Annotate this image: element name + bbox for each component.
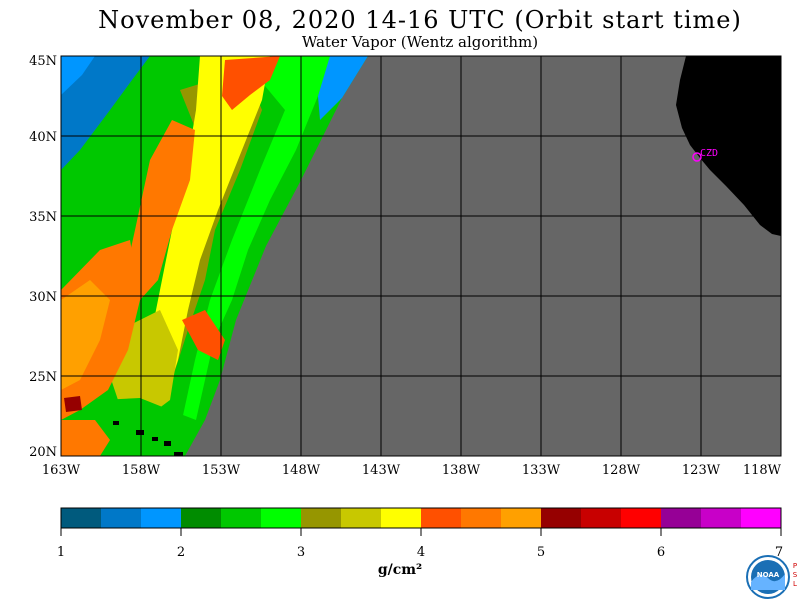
- colorbar-swatch: [61, 508, 102, 528]
- noaa-logo-text: NOAA: [757, 571, 780, 579]
- region-green-south: [100, 398, 196, 456]
- noaa-logo: NOAA: [746, 555, 790, 599]
- plume-orange-mid: [124, 120, 195, 300]
- lat-label: 40N: [29, 130, 57, 145]
- colorbar-tick: 2: [177, 545, 185, 560]
- colorbar-swatch: [581, 508, 622, 528]
- lat-labels: 45N 40N 35N 30N 25N 20N: [29, 54, 57, 460]
- plume-amber: [61, 280, 110, 390]
- lon-label: 128W: [602, 463, 641, 478]
- plot-frame: [60, 55, 782, 457]
- lon-label: 148W: [282, 463, 321, 478]
- colorbar-swatch: [701, 508, 742, 528]
- colorbar: [61, 508, 782, 528]
- north-america-land: [676, 56, 781, 236]
- region-blue: [61, 56, 150, 170]
- map-plot-area: [61, 56, 781, 456]
- region-blue-light: [61, 56, 95, 95]
- colorbar-swatch: [661, 508, 702, 528]
- lon-label: 158W: [122, 463, 161, 478]
- colorbar-tick: 4: [417, 545, 425, 560]
- colorbar-tick: 7: [775, 545, 783, 560]
- lat-label: 30N: [29, 290, 57, 305]
- chart-subtitle: Water Vapor (Wentz algorithm): [301, 33, 539, 51]
- station-marker: CZD: [692, 148, 718, 162]
- colorbar-swatch: [301, 508, 342, 528]
- region-yellow: [140, 56, 270, 400]
- station-icon: [692, 152, 702, 162]
- colorbar-swatch: [221, 508, 262, 528]
- colorbar-tick: 6: [657, 545, 665, 560]
- lon-label: 118W: [743, 463, 782, 478]
- lat-label: 25N: [29, 370, 57, 385]
- colorbar-swatch: [181, 508, 222, 528]
- colorbar-swatch: [461, 508, 502, 528]
- graticule: [61, 56, 781, 456]
- hawaii-islands: [113, 421, 183, 456]
- colorbar-ticks: 1 2 3 4 5 6 7: [57, 528, 783, 560]
- lon-label: 163W: [42, 463, 81, 478]
- chart-title: November 08, 2020 14-16 UTC (Orbit start…: [98, 6, 742, 34]
- colorbar-swatch: [621, 508, 662, 528]
- region-orange-corner: [61, 420, 110, 456]
- colorbar-swatch: [341, 508, 382, 528]
- colorbar-tick: 1: [57, 545, 65, 560]
- colorbar-swatch: [101, 508, 142, 528]
- lat-label: 45N: [29, 54, 57, 69]
- station-label: CZD: [700, 148, 718, 159]
- region-bright-green: [182, 56, 330, 420]
- lat-label: 20N: [29, 445, 57, 460]
- plume-orange-spot: [182, 310, 225, 360]
- lon-label: 133W: [522, 463, 561, 478]
- lon-label: 143W: [362, 463, 401, 478]
- colorbar-swatch: [381, 508, 422, 528]
- colorbar-swatch: [541, 508, 582, 528]
- colorbar-swatch: [741, 508, 782, 528]
- colorbar-swatch: [421, 508, 462, 528]
- region-dark-red: [64, 396, 82, 412]
- lon-label: 153W: [202, 463, 241, 478]
- plume-orange-north: [222, 56, 280, 110]
- lat-label: 35N: [29, 210, 57, 225]
- lon-label: 123W: [682, 463, 721, 478]
- colorbar-swatch: [141, 508, 182, 528]
- colorbar-tick: 3: [297, 545, 305, 560]
- colorbar-unit: g/cm²: [377, 562, 423, 578]
- colorbar-swatch: [501, 508, 542, 528]
- lon-labels: 163W 158W 153W 148W 143W 138W 133W 128W …: [42, 463, 782, 478]
- colorbar-swatch: [261, 508, 302, 528]
- colorbar-tick: 5: [537, 545, 545, 560]
- region-blue-edge: [318, 56, 368, 120]
- lon-label: 138W: [442, 463, 481, 478]
